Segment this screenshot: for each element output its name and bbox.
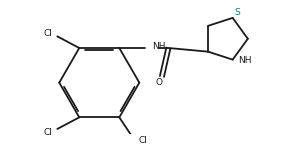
Text: NH: NH (152, 42, 166, 51)
Text: O: O (156, 78, 163, 87)
Text: S: S (234, 8, 240, 17)
Text: NH: NH (238, 56, 252, 65)
Text: Cl: Cl (139, 136, 147, 144)
Text: Cl: Cl (43, 29, 52, 38)
Text: Cl: Cl (43, 128, 52, 137)
